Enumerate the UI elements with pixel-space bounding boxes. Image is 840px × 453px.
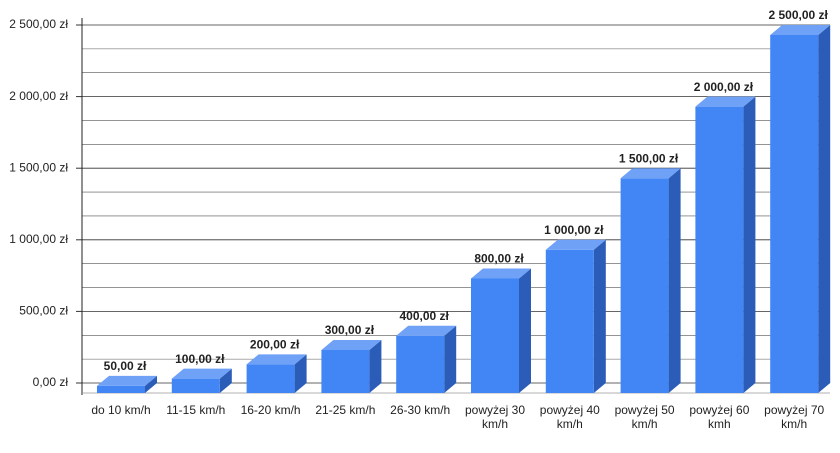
y-tick-label: 2 000,00 zł: [9, 89, 68, 103]
bar-top: [695, 96, 756, 107]
bar-front: [770, 35, 819, 393]
y-tick-label: 0,00 zł: [33, 375, 69, 389]
bar: [97, 375, 157, 393]
bar-front: [396, 335, 445, 393]
bar-front: [695, 106, 744, 393]
bar-top: [471, 268, 531, 279]
bar: [171, 368, 232, 393]
bar-top: [246, 354, 307, 365]
bar-front: [545, 249, 594, 393]
bar-side: [219, 368, 232, 393]
bar-front: [171, 378, 220, 393]
value-label: 100,00 zł: [175, 352, 225, 366]
x-tick-label: 21-25 km/h: [315, 403, 376, 417]
bar-front: [321, 350, 370, 393]
x-tick-label: 11-15 km/h: [166, 403, 226, 417]
bar-front: [620, 178, 669, 393]
value-label: 300,00 zł: [325, 323, 375, 337]
y-tick-label: 1 000,00 zł: [9, 232, 68, 246]
x-tick-label: 16-20 km/h: [240, 403, 301, 417]
bar-top: [770, 25, 831, 35]
bar: [321, 340, 382, 393]
value-label: 50,00 zł: [104, 359, 147, 373]
x-tick-label: powyżej 30 km/h: [464, 403, 526, 431]
value-label: 2 500,00 zł: [769, 8, 829, 22]
bar-side: [668, 168, 681, 393]
x-tick-label: do 10 km/h: [91, 403, 151, 417]
bar-side: [145, 375, 157, 393]
x-tick-label: 26-30 km/h: [390, 403, 451, 417]
value-label: 400,00 zł: [400, 309, 450, 323]
bar-front: [471, 278, 519, 393]
bar-side: [519, 268, 531, 393]
x-tick-label: powyżej 50 km/h: [614, 403, 675, 431]
bar-top: [620, 168, 681, 179]
bar: [471, 268, 531, 393]
bar-front: [97, 385, 145, 393]
y-tick-label: 1 500,00 zł: [9, 160, 68, 174]
bar-front: [246, 364, 295, 393]
bar-side: [369, 340, 382, 393]
x-tick-label: powyżej 70 km/h: [764, 403, 825, 431]
bar-top: [97, 375, 157, 386]
bar: [695, 96, 756, 393]
value-label: 1 500,00 zł: [619, 151, 679, 165]
value-label: 800,00 zł: [474, 252, 524, 266]
value-label: 200,00 zł: [250, 338, 300, 352]
bar-top: [321, 340, 382, 351]
bar: [545, 239, 606, 393]
y-tick-label: 2 500,00 zł: [9, 17, 68, 31]
value-label: 1 000,00 zł: [544, 223, 604, 237]
y-tick-label: 500,00 zł: [19, 304, 68, 318]
bar-top: [396, 325, 457, 336]
bar: [396, 325, 457, 393]
bar-side: [593, 239, 606, 393]
bar-top: [545, 239, 606, 250]
bar: [770, 25, 831, 393]
bar: [620, 168, 681, 393]
bar-side: [444, 325, 457, 393]
bar-top: [171, 368, 232, 379]
x-tick-label: powyżej 60 kmh: [689, 403, 750, 431]
x-tick-label: powyżej 40 km/h: [539, 403, 600, 431]
bar-side: [818, 25, 831, 393]
bar-side: [743, 96, 756, 393]
bar: [246, 354, 307, 393]
value-label: 2 000,00 zł: [694, 80, 754, 94]
bar-side: [294, 354, 307, 393]
